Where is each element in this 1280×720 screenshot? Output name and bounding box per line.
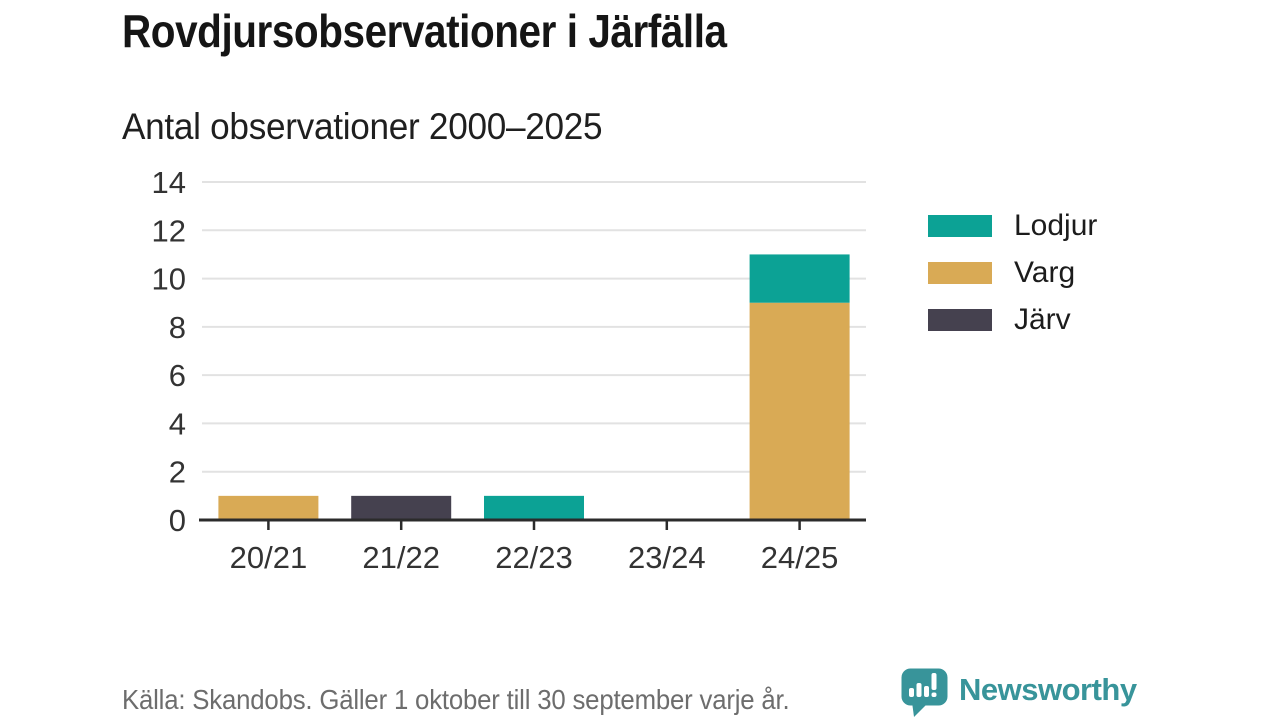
y-axis-label: 8 [169, 310, 186, 345]
x-axis-label: 24/25 [761, 540, 839, 575]
bar-segment-varg-20-21 [218, 495, 319, 520]
y-axis-label: 12 [152, 213, 186, 248]
y-axis-label: 0 [169, 503, 186, 538]
x-axis-label: 23/24 [628, 540, 706, 575]
legend-item-varg: Varg [928, 258, 1097, 288]
legend-label: Lodjur [1014, 209, 1098, 242]
source-note: Källa: Skandobs. Gäller 1 oktober till 3… [122, 684, 790, 715]
bar-segment-varg-24-25 [749, 302, 850, 520]
y-axis-label: 6 [169, 358, 186, 393]
newsworthy-logo-icon [901, 668, 948, 717]
y-axis-label: 14 [152, 165, 186, 200]
brand-link[interactable]: Newsworthy [901, 668, 1137, 718]
legend: Lodjur Varg Järv [928, 211, 1097, 335]
brand-name: Newsworthy [959, 672, 1137, 707]
bar-segment-lodjur-24-25 [749, 254, 850, 303]
legend-swatch-järv [928, 309, 992, 331]
y-axis-label: 4 [169, 406, 186, 441]
chart-subtitle: Antal observationer 2000–2025 [122, 106, 603, 147]
x-axis-label: 21/22 [362, 540, 440, 575]
legend-label: Varg [1014, 256, 1076, 289]
legend-swatch-varg [928, 262, 992, 284]
x-axis-label: 20/21 [230, 540, 308, 575]
bar-segment-lodjur-22-23 [484, 495, 584, 520]
legend-swatch-lodjur [928, 215, 992, 237]
x-axis-label: 22/23 [495, 540, 573, 575]
legend-label: Järv [1014, 303, 1071, 336]
chart-title: Rovdjursobservationer i Järfälla [122, 5, 727, 57]
y-axis-label: 10 [152, 262, 186, 297]
legend-item-järv: Järv [928, 305, 1097, 335]
bar-segment-järv-21-22 [351, 495, 452, 520]
y-axis-label: 2 [169, 455, 186, 490]
legend-item-lodjur: Lodjur [928, 211, 1097, 241]
